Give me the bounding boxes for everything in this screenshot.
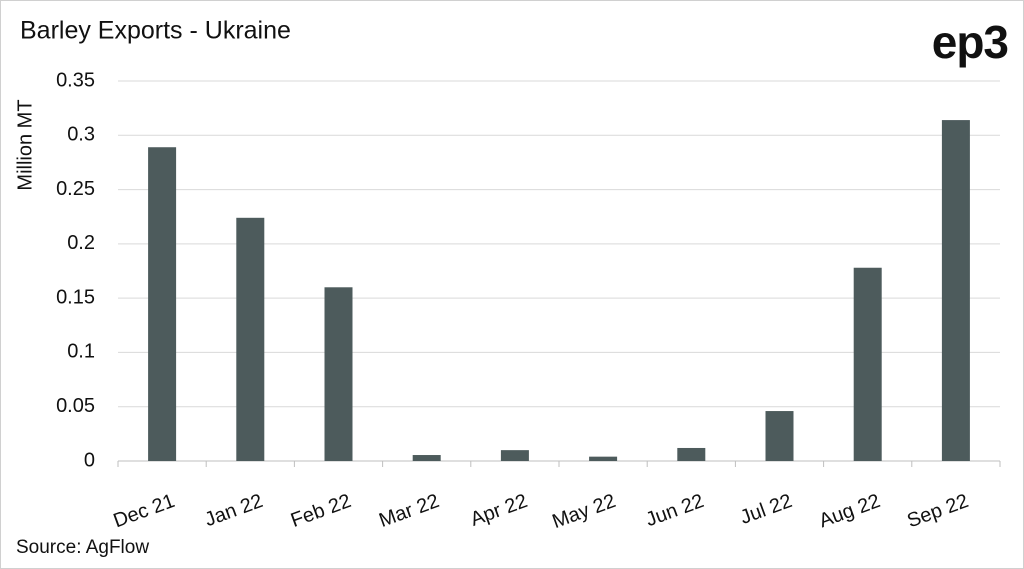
bar (677, 447, 706, 461)
logo: ep3 (932, 16, 1008, 68)
chart-title: Barley Exports - Ukraine (20, 17, 291, 45)
y-tick-label: 0.25 (56, 178, 95, 200)
bar (500, 450, 529, 461)
y-tick-label: 0.15 (56, 286, 95, 308)
y-tick-label: 0.05 (56, 395, 95, 417)
y-axis-label: Million MT (14, 99, 36, 190)
bar (148, 147, 177, 461)
bar (324, 287, 353, 461)
bar (412, 455, 441, 461)
y-tick-label: 0.35 (56, 69, 95, 91)
bar (589, 456, 618, 461)
bar (941, 120, 970, 461)
bar (853, 267, 882, 461)
source: Source: AgFlow (16, 537, 149, 558)
y-tick-label: 0.3 (67, 124, 95, 146)
bar (765, 411, 794, 461)
y-tick-label: 0.2 (67, 232, 95, 254)
y-tick-label: 0 (84, 449, 95, 471)
y-tick-label: 0.1 (67, 341, 95, 363)
bar (236, 217, 265, 461)
